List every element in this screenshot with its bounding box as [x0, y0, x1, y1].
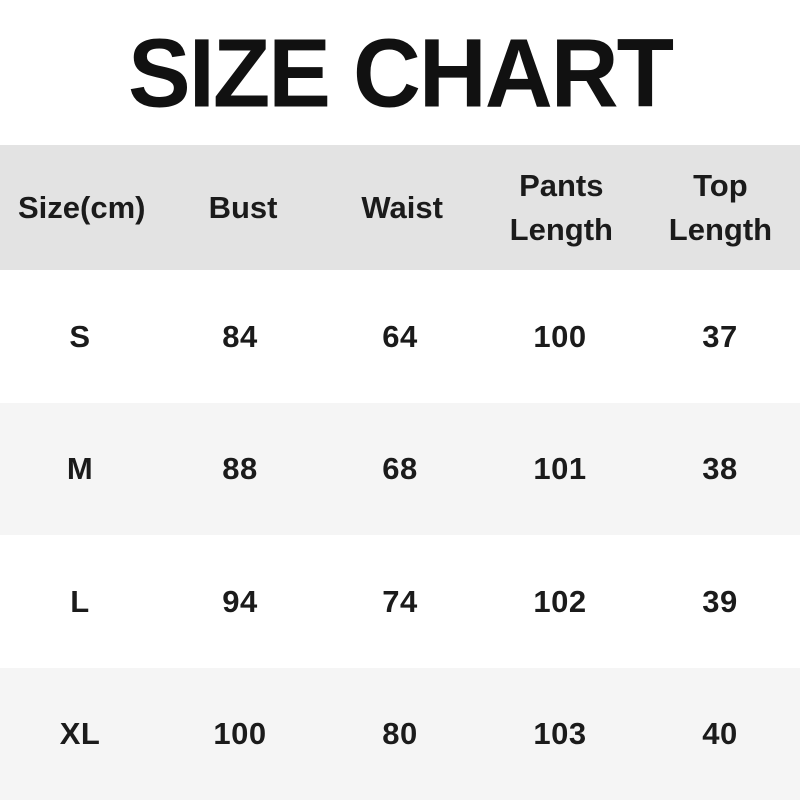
size-chart-table: Size(cm) Bust Waist Pants Length Top Len…	[0, 145, 800, 800]
title-block: SIZE CHART	[0, 0, 800, 145]
cell-pants-length: 101	[533, 451, 587, 487]
cell-pants-length: 102	[533, 583, 587, 619]
cell-bust: 88	[222, 451, 258, 487]
cell-size: L	[70, 583, 90, 619]
cell-waist: 64	[382, 318, 418, 354]
table-row-xl: XL 100 80 103 40	[0, 667, 800, 800]
cell-size: XL	[59, 716, 101, 752]
column-header-pants-length: Pants Length	[509, 168, 613, 247]
cell-waist: 80	[382, 716, 418, 752]
cell-waist: 74	[382, 583, 418, 619]
cell-waist: 68	[382, 451, 418, 487]
cell-bust: 84	[222, 318, 258, 354]
page-title: SIZE CHART	[128, 17, 674, 127]
cell-pants-length: 100	[533, 318, 587, 354]
column-header-bust: Bust	[208, 189, 278, 225]
cell-pants-length: 103	[533, 716, 587, 752]
column-header-size: Size(cm)	[18, 189, 146, 225]
cell-bust: 94	[222, 583, 258, 619]
table-row-m: M 88 68 101 38	[0, 402, 800, 535]
table-row-l: L 94 74 102 39	[0, 535, 800, 668]
table-header-row: Size(cm) Bust Waist Pants Length Top Len…	[0, 145, 800, 270]
column-header-waist: Waist	[361, 189, 443, 225]
cell-bust: 100	[213, 716, 267, 752]
table-row-s: S 84 64 100 37	[0, 270, 800, 403]
cell-top-length: 39	[702, 583, 738, 619]
cell-top-length: 37	[702, 318, 738, 354]
cell-top-length: 38	[702, 451, 738, 487]
cell-top-length: 40	[702, 716, 738, 752]
cell-size: S	[69, 318, 91, 354]
cell-size: M	[66, 451, 94, 487]
column-header-top-length: Top Length	[668, 168, 773, 247]
